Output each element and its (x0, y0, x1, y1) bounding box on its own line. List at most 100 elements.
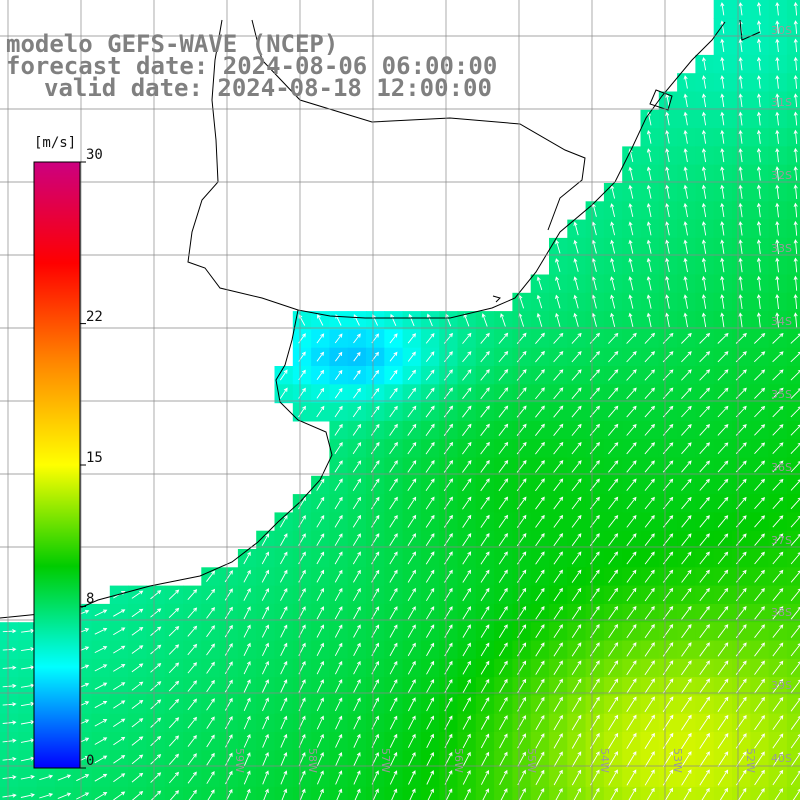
wind-arrow (335, 733, 343, 748)
wind-arrow (480, 769, 490, 785)
wind-arrow (480, 587, 490, 602)
wind-arrow (793, 1, 798, 16)
wind-arrow (225, 734, 233, 748)
wind-arrow (131, 681, 144, 691)
wind-arrow (626, 696, 637, 713)
wind-arrow (150, 754, 162, 765)
wind-arrow (772, 387, 784, 399)
wind-cell (530, 786, 550, 800)
wind-arrow (775, 275, 780, 291)
colorbar-scale (33, 161, 81, 769)
wind-arrow (425, 551, 435, 565)
wind-arrow (790, 715, 800, 730)
wind-arrow (462, 460, 472, 473)
wind-arrow (665, 257, 670, 273)
wind-arrow (389, 569, 398, 583)
wind-arrow (498, 606, 508, 620)
wind-arrow (480, 624, 490, 638)
wind-arrow (608, 624, 619, 639)
wind-arrow (243, 551, 251, 565)
wind-arrow (407, 351, 416, 362)
wind-arrow (352, 478, 361, 491)
wind-cell (219, 786, 239, 800)
lon-label: 58W (306, 748, 319, 773)
wind-cell (786, 439, 800, 459)
wind-arrow (480, 405, 490, 418)
wind-arrow (756, 202, 762, 218)
wind-arrow (94, 737, 108, 745)
wind-arrow (555, 258, 561, 272)
wind-arrow (516, 405, 527, 418)
wind-arrow (57, 774, 72, 781)
wind-arrow (480, 332, 490, 344)
wind-arrow (608, 678, 619, 694)
wind-arrow (754, 369, 766, 381)
wind-arrow (224, 661, 233, 675)
wind-arrow (131, 663, 144, 673)
wind-arrow (717, 369, 729, 381)
wind-arrow (499, 696, 508, 712)
wind-arrow (571, 769, 582, 786)
wind-arrow (462, 423, 472, 436)
wind-arrow (683, 148, 688, 163)
wind-cell (786, 366, 800, 385)
wind-arrow (793, 257, 798, 273)
wind-arrow (790, 461, 800, 473)
lat-label: 31S (771, 96, 792, 109)
wind-arrow (187, 734, 197, 747)
wind-cell (786, 109, 800, 129)
wind-arrow (516, 423, 527, 436)
wind-arrow (608, 769, 618, 786)
wind-arrow (187, 625, 198, 637)
wind-arrow (498, 369, 509, 381)
wind-arrow (280, 569, 288, 583)
wind-arrow (535, 460, 545, 473)
wind-arrow (462, 606, 471, 620)
wind-arrow (480, 441, 490, 455)
wind-arrow (793, 38, 798, 53)
wind-arrow (334, 533, 343, 546)
wind-arrow (316, 533, 325, 546)
colorbar-tick-label: 22 (86, 308, 103, 325)
wind-arrow (699, 587, 710, 602)
wind-arrow (608, 605, 619, 620)
wind-arrow (425, 441, 435, 455)
wind-arrow (699, 624, 710, 639)
wind-cell (786, 0, 800, 19)
wind-arrow (754, 496, 766, 510)
wind-arrow (224, 679, 233, 693)
wind-cell (201, 786, 221, 800)
wind-arrow (681, 478, 692, 491)
wind-arrow (772, 496, 784, 510)
wind-arrow (389, 751, 398, 767)
wind-cell (274, 786, 294, 800)
wind-arrow (683, 202, 688, 218)
wind-cell (786, 786, 800, 800)
wind-arrow (699, 515, 710, 528)
wind-arrow (775, 75, 780, 89)
wind-arrow (683, 239, 688, 254)
wind-arrow (407, 660, 416, 675)
wind-arrow (756, 239, 761, 254)
wind-arrow (790, 697, 800, 712)
wind-arrow (756, 788, 765, 800)
wind-cell (567, 786, 587, 800)
wind-arrow (717, 478, 729, 491)
wind-arrow (793, 166, 798, 181)
wind-arrow (187, 680, 197, 692)
wind-cell (786, 549, 800, 568)
lat-label: 34S (771, 315, 792, 328)
wind-arrow (646, 312, 652, 328)
wind-cell (786, 677, 800, 696)
wind-arrow (793, 202, 798, 218)
wind-cell (164, 786, 184, 800)
wind-arrow (681, 587, 692, 602)
wind-arrow (775, 257, 780, 273)
wind-arrow (793, 129, 798, 144)
wind-arrow (738, 129, 743, 144)
wind-arrow (699, 678, 711, 694)
wind-arrow (280, 533, 288, 546)
wind-arrow (316, 587, 324, 602)
wind-arrow (754, 642, 765, 657)
wind-arrow (793, 293, 798, 310)
